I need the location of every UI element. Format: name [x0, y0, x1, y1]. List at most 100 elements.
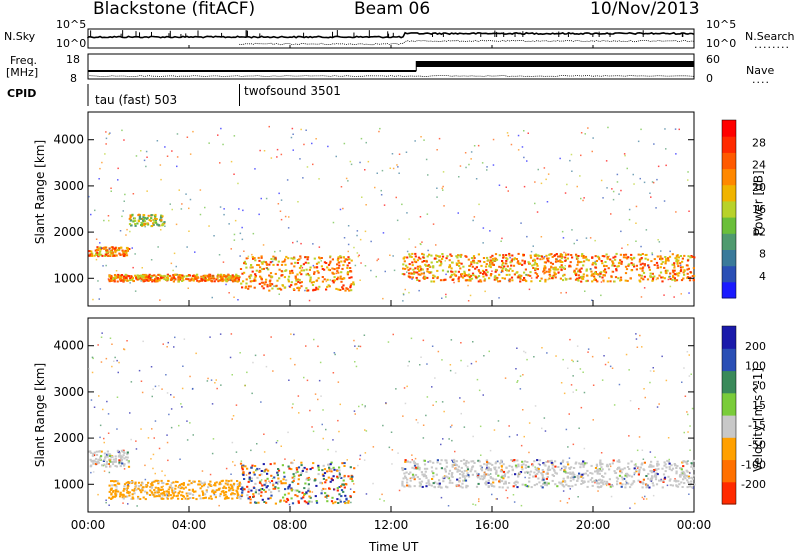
- power-echo-cell: [131, 277, 134, 279]
- power-echo-cell: [352, 283, 355, 286]
- power-echo-cell: [253, 257, 256, 260]
- power-scatter-cell: [162, 275, 164, 277]
- power-echo-cell: [122, 252, 125, 255]
- velocity-echo-cell: [544, 483, 547, 486]
- velocity-echo-cell: [579, 463, 582, 466]
- power-echo-cell: [534, 253, 538, 256]
- power-echo-cell: [603, 265, 606, 268]
- velocity-echo-cell: [182, 487, 185, 490]
- power-scatter-cell: [213, 235, 215, 237]
- power-echo-cell: [661, 261, 664, 264]
- velocity-echo-cell: [140, 487, 144, 490]
- power-echo-cell: [562, 279, 565, 282]
- power-echo-cell: [464, 274, 467, 277]
- velocity-scatter-cell: [422, 339, 425, 342]
- power-echo-cell: [309, 278, 312, 281]
- power-echo-cell: [419, 273, 422, 276]
- power-echo-cell: [511, 258, 514, 261]
- velocity-echo-cell: [404, 459, 407, 462]
- power-echo-cell: [155, 221, 158, 224]
- velocity-echo-cell: [513, 459, 516, 461]
- velocity-scatter-cell: [162, 485, 164, 488]
- power-scatter-cell: [189, 198, 192, 201]
- power-echo-cell: [439, 279, 443, 282]
- power-echo-cell: [185, 275, 188, 278]
- power-scatter-cell: [640, 245, 642, 248]
- velocity-echo-cell: [152, 493, 155, 496]
- velocity-echo-cell: [205, 489, 208, 492]
- velocity-echo-cell: [661, 467, 664, 470]
- power-echo-cell: [508, 273, 511, 276]
- power-echo-cell: [120, 276, 123, 279]
- velocity-echo-cell: [606, 463, 609, 466]
- velocity-echo-cell: [154, 486, 157, 489]
- power-echo-cell: [414, 252, 417, 255]
- power-echo-cell: [568, 264, 571, 267]
- velocity-echo-cell: [328, 466, 331, 469]
- velocity-echo-cell: [106, 453, 109, 456]
- power-echo-cell: [313, 257, 316, 260]
- velocity-scatter-cell: [289, 357, 292, 360]
- velocity-scatter-cell: [311, 426, 313, 428]
- velocity-scatter-cell: [372, 446, 375, 448]
- power-scatter-cell: [663, 200, 666, 202]
- power-echo-cell: [315, 266, 319, 269]
- power-echo-cell: [191, 275, 194, 277]
- power-scatter-cell: [164, 146, 166, 148]
- power-scatter-cell: [526, 160, 528, 162]
- velocity-echo-cell: [625, 472, 628, 475]
- power-echo-cell: [430, 280, 433, 283]
- power-scatter-cell: [358, 254, 360, 257]
- velocity-echo-cell: [105, 460, 108, 463]
- power-echo-cell: [640, 258, 643, 261]
- power-scatter-cell: [243, 250, 245, 252]
- velocity-echo-cell: [673, 479, 676, 482]
- velocity-echo-cell: [199, 487, 202, 490]
- power-echo-cell: [689, 276, 692, 279]
- power-echo-cell: [99, 246, 102, 249]
- power-echo-cell: [263, 283, 266, 286]
- power-echo-cell: [142, 218, 145, 221]
- velocity-echo-cell: [631, 482, 634, 485]
- colorbar-swatch: [722, 326, 736, 349]
- power-scatter-cell: [274, 250, 276, 253]
- date-title: 10/Nov/2013: [590, 0, 700, 19]
- velocity-scatter-cell: [543, 417, 546, 419]
- velocity-echo-cell: [254, 482, 257, 485]
- power-echo-cell: [273, 258, 276, 261]
- power-echo-cell: [115, 254, 118, 257]
- power-echo-cell: [569, 277, 572, 280]
- velocity-echo-cell: [608, 483, 611, 486]
- power-scatter-cell: [491, 270, 493, 272]
- velocity-scatter-cell: [608, 337, 610, 339]
- power-echo-cell: [163, 221, 166, 224]
- velocity-echo-cell: [262, 489, 266, 491]
- power-scatter-cell: [420, 136, 422, 138]
- power-echo-cell: [509, 261, 512, 264]
- power-echo-cell: [160, 214, 163, 217]
- power-echo-cell: [418, 279, 421, 282]
- velocity-echo-cell: [353, 491, 356, 493]
- power-scatter-cell: [121, 215, 123, 218]
- power-scatter-cell: [105, 143, 107, 145]
- power-echo-cell: [287, 275, 291, 278]
- velocity-echo-cell: [516, 486, 519, 489]
- velocity-echo-cell: [547, 482, 550, 485]
- velocity-echo-cell: [305, 468, 309, 471]
- velocity-echo-cell: [248, 496, 251, 498]
- power-echo-cell: [119, 278, 122, 281]
- power-echo-cell: [575, 267, 578, 270]
- power-scatter-cell: [100, 247, 103, 249]
- velocity-echo-cell: [231, 492, 234, 495]
- power-scatter-cell: [649, 192, 651, 194]
- power-echo-cell: [498, 265, 501, 268]
- power-scatter-cell: [563, 251, 565, 254]
- velocity-echo-cell: [440, 486, 443, 489]
- power-echo-cell: [200, 275, 203, 278]
- power-echo-cell: [638, 258, 642, 261]
- velocity-echo-cell: [343, 500, 346, 503]
- velocity-echo-cell: [338, 475, 342, 478]
- velocity-echo-cell: [241, 486, 244, 489]
- power-echo-cell: [123, 275, 126, 278]
- velocity-scatter-cell: [152, 467, 154, 470]
